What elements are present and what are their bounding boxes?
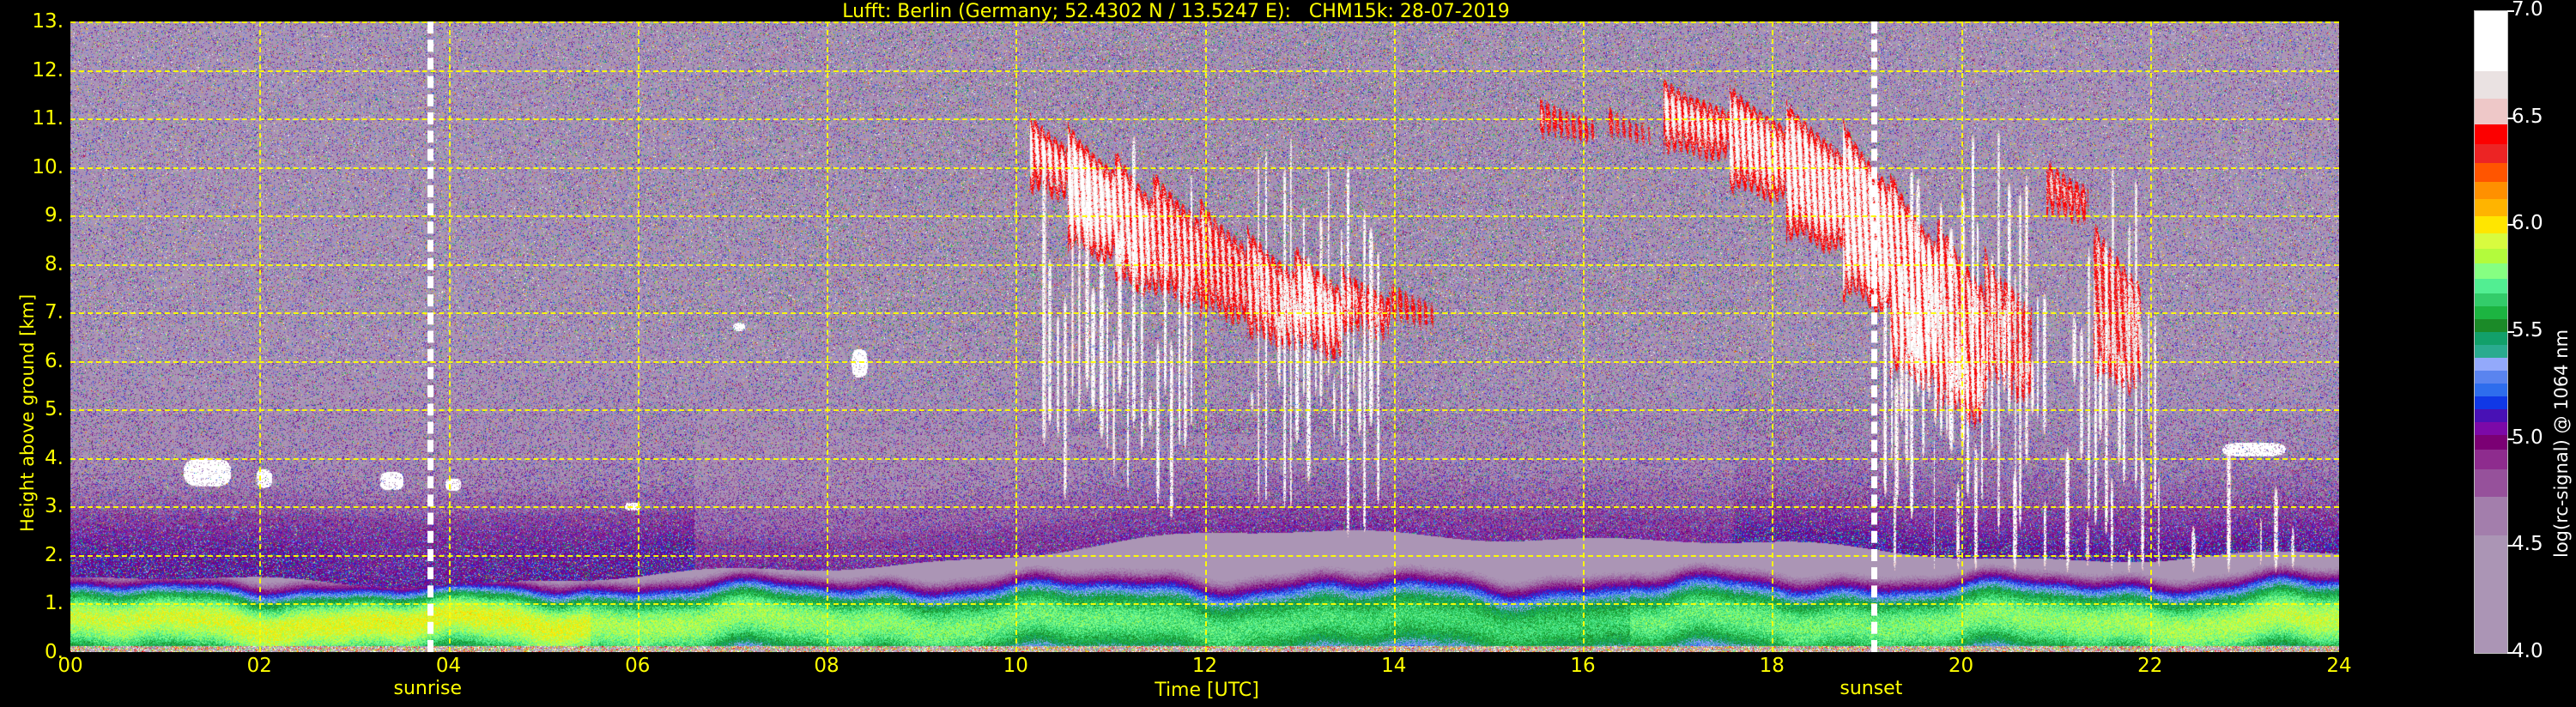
colorbar-band bbox=[2475, 535, 2507, 653]
colorbar-tick-mark bbox=[2507, 652, 2514, 654]
y-tick-label: 12. bbox=[32, 58, 64, 82]
y-tick-label: 1. bbox=[45, 592, 64, 615]
colorbar-tick-label: 7.0 bbox=[2512, 0, 2543, 21]
y-tick-label: 11. bbox=[32, 107, 64, 130]
colorbar-tick-mark bbox=[2507, 438, 2514, 440]
colorbar-band bbox=[2475, 233, 2507, 249]
colorbar-band bbox=[2475, 450, 2507, 469]
colorbar-tick-mark bbox=[2507, 545, 2514, 547]
colorbar-band bbox=[2475, 143, 2507, 164]
colorbar-band bbox=[2475, 11, 2507, 71]
y-tick-label: 3. bbox=[45, 495, 64, 518]
colorbar-band bbox=[2475, 293, 2507, 307]
colorbar-band bbox=[2475, 421, 2507, 435]
colorbar-band bbox=[2475, 357, 2507, 371]
x-tick-label: 20 bbox=[1948, 655, 1974, 677]
colorbar-band bbox=[2475, 70, 2507, 100]
y-tick-label: 5. bbox=[45, 398, 64, 421]
y-tick-label: 13. bbox=[32, 10, 64, 33]
y-tick-label: 2. bbox=[45, 543, 64, 566]
backscatter-heatmap-canvas bbox=[70, 21, 2339, 652]
sunset-annotation-label: sunset bbox=[1840, 678, 1903, 699]
x-tick-label: 00 bbox=[58, 655, 83, 677]
colorbar-tick-label: 4.0 bbox=[2512, 640, 2543, 662]
colorbar-band bbox=[2475, 163, 2507, 183]
colorbar-band bbox=[2475, 182, 2507, 200]
colorbar-tick-label: 5.5 bbox=[2512, 319, 2543, 341]
sunrise-annotation-label: sunrise bbox=[393, 678, 463, 699]
x-tick-label: 18 bbox=[1759, 655, 1785, 677]
heatmap-plot-area[interactable] bbox=[70, 21, 2339, 652]
x-tick-label: 08 bbox=[814, 655, 839, 677]
x-tick-label: 10 bbox=[1003, 655, 1028, 677]
y-tick-label: 8. bbox=[45, 252, 64, 275]
x-tick-label: 22 bbox=[2137, 655, 2163, 677]
y-tick-label: 4. bbox=[45, 446, 64, 469]
y-tick-label: 6. bbox=[45, 349, 64, 372]
colorbar-band bbox=[2475, 370, 2507, 384]
colorbar-band bbox=[2475, 319, 2507, 332]
colorbar-band bbox=[2475, 199, 2507, 217]
colorbar-tick-label: 6.0 bbox=[2512, 212, 2543, 235]
colorbar-band bbox=[2475, 383, 2507, 396]
colorbar-band bbox=[2475, 278, 2507, 294]
colorbar-band bbox=[2475, 332, 2507, 345]
page-title: Lufft: Berlin (Germany; 52.4302 N / 13.5… bbox=[842, 1, 1510, 22]
x-axis-label: Time [UTC] bbox=[1155, 680, 1259, 701]
colorbar-band bbox=[2475, 344, 2507, 358]
x-tick-label: 16 bbox=[1570, 655, 1596, 677]
colorbar-tick-label: 4.5 bbox=[2512, 533, 2543, 556]
colorbar-tick-mark bbox=[2507, 224, 2514, 227]
colorbar-label: log(rc-signal) @ 1064 nm bbox=[2551, 329, 2572, 558]
colorbar[interactable] bbox=[2474, 10, 2508, 654]
colorbar-band bbox=[2475, 306, 2507, 320]
colorbar-band bbox=[2475, 468, 2507, 497]
x-tick-label: 12 bbox=[1191, 655, 1218, 677]
colorbar-tick-mark bbox=[2507, 10, 2514, 12]
colorbar-tick-label: 6.5 bbox=[2512, 105, 2543, 128]
colorbar-band bbox=[2475, 216, 2507, 234]
y-tick-label: 0. bbox=[45, 641, 64, 663]
x-tick-label: 06 bbox=[625, 655, 651, 677]
colorbar-band bbox=[2475, 99, 2507, 125]
colorbar-band bbox=[2475, 248, 2507, 264]
colorbar-tick-label: 5.0 bbox=[2512, 426, 2543, 449]
y-tick-label: 9. bbox=[45, 204, 64, 227]
colorbar-band bbox=[2475, 496, 2507, 535]
x-tick-label: 24 bbox=[2326, 655, 2352, 677]
y-axis-label: Height above ground [km] bbox=[17, 293, 38, 532]
colorbar-tick-mark bbox=[2507, 117, 2514, 119]
colorbar-band bbox=[2475, 434, 2507, 450]
x-tick-label: 14 bbox=[1381, 655, 1407, 677]
x-tick-label: 02 bbox=[246, 655, 272, 677]
colorbar-band bbox=[2475, 124, 2507, 144]
colorbar-band bbox=[2475, 263, 2507, 279]
colorbar-band bbox=[2475, 396, 2507, 409]
y-tick-label: 10. bbox=[32, 155, 64, 178]
x-tick-label: 04 bbox=[435, 655, 462, 677]
y-tick-label: 7. bbox=[45, 301, 64, 324]
colorbar-band bbox=[2475, 408, 2507, 422]
colorbar-tick-mark bbox=[2507, 331, 2514, 333]
